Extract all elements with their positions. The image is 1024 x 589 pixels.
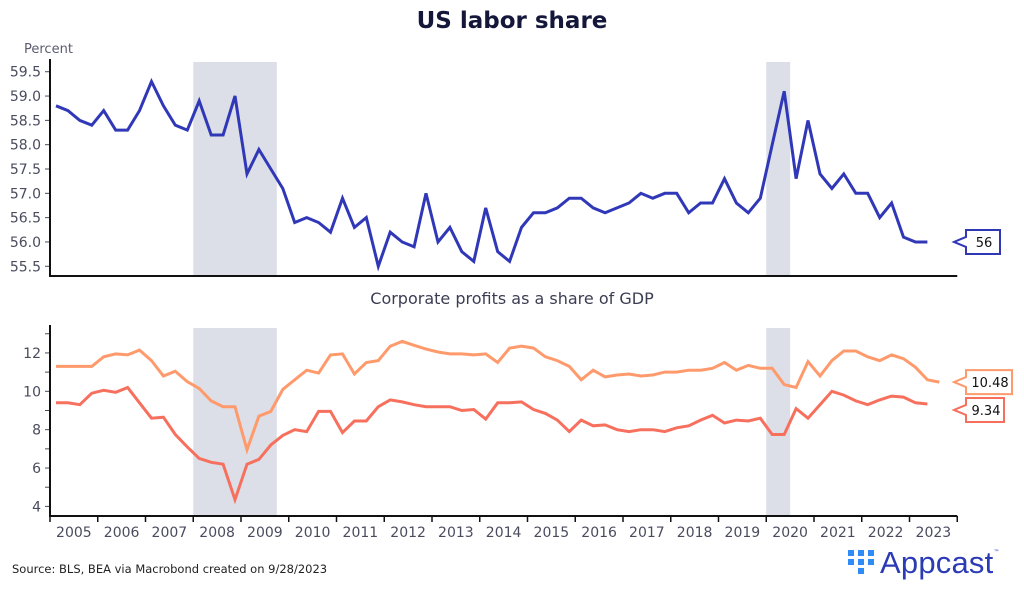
y-tick-label: 59.0 bbox=[10, 89, 41, 105]
series-line-1 bbox=[55, 77, 928, 272]
x-tick-label: 2009 bbox=[247, 525, 283, 541]
recession-band bbox=[766, 62, 791, 276]
value-callout-label: 10.48 bbox=[971, 376, 1008, 391]
x-tick-label: 2018 bbox=[677, 525, 713, 541]
series-line-2 bbox=[56, 385, 928, 505]
y-tick-label: 56.0 bbox=[10, 235, 41, 251]
recession-band bbox=[193, 62, 277, 276]
x-tick-label: 2005 bbox=[56, 525, 92, 541]
x-tick-label: 2006 bbox=[104, 525, 140, 541]
logo-text: Appcast bbox=[880, 545, 994, 580]
x-tick-label: 2008 bbox=[199, 525, 235, 541]
source-note: Source: BLS, BEA via Macrobond created o… bbox=[12, 562, 328, 576]
y-tick-label: 10 bbox=[23, 384, 41, 400]
x-tick-label: 2017 bbox=[629, 525, 665, 541]
x-tick-label: 2021 bbox=[820, 525, 856, 541]
y-tick-label: 6 bbox=[32, 461, 41, 477]
y-axis-label-top: Percent bbox=[24, 42, 73, 57]
y-tick-label: 59.5 bbox=[10, 65, 41, 81]
y-tick-label: 58.0 bbox=[10, 138, 41, 154]
x-tick-label: 2011 bbox=[343, 525, 379, 541]
x-tick-label: 2016 bbox=[581, 525, 617, 541]
labor-share-chart: 55.5 56.0 56.5 57.0 57.5 58.0 58.5 59.0 59.5 56 bbox=[10, 59, 1001, 277]
y-tick-label: 58.5 bbox=[10, 113, 41, 129]
recession-band bbox=[766, 328, 791, 516]
appcast-logo-icon bbox=[848, 550, 874, 574]
chart-subtitle-profits: Corporate profits as a share of GDP bbox=[370, 289, 654, 308]
profits-chart: 4 6 8 10 12 10.48 9.34 2005 2006 2007 2008 2009 2010… bbox=[23, 325, 1013, 541]
y-tick-label: 8 bbox=[32, 423, 41, 439]
logo-trademark: ™ bbox=[993, 549, 1000, 556]
y-tick-label: 4 bbox=[32, 499, 41, 515]
x-tick-label: 2007 bbox=[152, 525, 188, 541]
value-callout bbox=[951, 396, 1005, 423]
x-tick-label: 2020 bbox=[772, 525, 808, 541]
x-tick-label: 2012 bbox=[390, 525, 426, 541]
recession-band bbox=[193, 328, 277, 516]
value-callout bbox=[951, 369, 1013, 396]
y-tick-label: 57.5 bbox=[10, 162, 41, 178]
y-tick-label: 57.0 bbox=[10, 186, 41, 202]
y-tick-label: 55.5 bbox=[10, 259, 41, 275]
y-tick-label: 56.5 bbox=[10, 211, 41, 227]
x-tick-label: 2015 bbox=[534, 525, 570, 541]
x-tick-label: 2023 bbox=[916, 525, 952, 541]
x-tick-label: 2014 bbox=[486, 525, 522, 541]
y-tick-label: 12 bbox=[23, 346, 41, 362]
series-line-1 bbox=[56, 339, 940, 455]
x-tick-label: 2019 bbox=[725, 525, 761, 541]
appcast-logo: Appcast ™ bbox=[848, 545, 999, 581]
x-tick-label: 2013 bbox=[438, 525, 474, 541]
x-tick-label: 2022 bbox=[868, 525, 904, 541]
chart-title: US labor share bbox=[416, 8, 608, 34]
value-callout-label: 56 bbox=[976, 236, 993, 251]
value-callout bbox=[951, 228, 1001, 255]
value-callout-label: 9.34 bbox=[972, 404, 1001, 419]
x-tick-label: 2010 bbox=[295, 525, 331, 541]
